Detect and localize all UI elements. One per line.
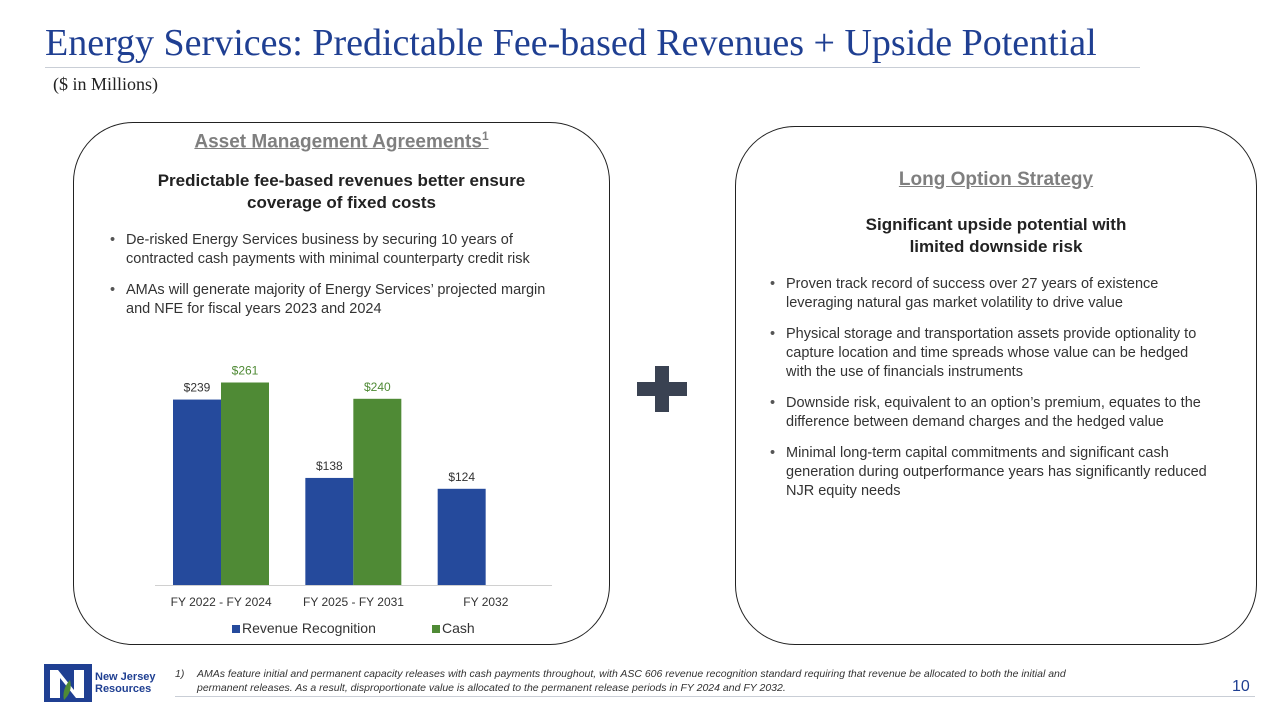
- footnote-text: AMAs feature initial and permanent capac…: [197, 668, 1066, 694]
- data-label: $261: [232, 364, 259, 378]
- x-tick-label: FY 2032: [463, 595, 508, 609]
- footnote-number: 1): [175, 668, 185, 680]
- legend-swatch: [232, 625, 240, 633]
- data-label: $124: [448, 470, 475, 484]
- long-option-subheading: Significant upside potential with limite…: [736, 214, 1256, 258]
- legend-label: Revenue Recognition: [242, 620, 376, 636]
- bar-revenue-recognition: [305, 477, 354, 585]
- bullet-item: Physical storage and transportation asse…: [768, 325, 1208, 382]
- legend-swatch: [432, 625, 440, 633]
- x-tick-label: FY 2022 - FY 2024: [171, 595, 272, 609]
- footnote: 1) AMAs feature initial and permanent ca…: [175, 667, 1075, 695]
- plus-icon: [637, 366, 687, 412]
- logo-line2: Resources: [95, 683, 152, 695]
- bar-cash: [221, 382, 269, 585]
- logo-line1: New Jersey: [95, 671, 156, 683]
- page-number: 10: [1232, 678, 1250, 695]
- logo-text: New Jersey Resources: [95, 671, 156, 695]
- long-option-subheading-line2: limited downside risk: [909, 237, 1083, 256]
- long-option-subheading-line1: Significant upside potential with: [865, 215, 1127, 234]
- data-label: $240: [364, 380, 391, 394]
- data-label: $239: [184, 381, 211, 395]
- title-divider: [45, 67, 1140, 68]
- asset-management-subheading-line1: Predictable fee-based revenues better en…: [157, 171, 526, 190]
- bar-revenue-recognition: [437, 488, 486, 585]
- legend-label: Cash: [442, 620, 475, 636]
- bullet-item: Downside risk, equivalent to an option’s…: [768, 394, 1208, 432]
- asset-management-bullets: De-risked Energy Services business by se…: [108, 231, 568, 331]
- long-option-bullets: Proven track record of success over 27 y…: [768, 275, 1208, 513]
- units-subtitle: ($ in Millions): [53, 74, 159, 94]
- long-option-heading: Long Option Strategy: [898, 169, 1094, 190]
- bar-chart-svg: $239 $261 FY 2022 - FY 2024 $138 $240 FY 2025…: [155, 364, 552, 636]
- asset-management-subheading: Predictable fee-based revenues better en…: [74, 170, 609, 214]
- bullet-item: Proven track record of success over 27 y…: [768, 275, 1208, 313]
- bar-revenue-recognition: [173, 399, 221, 585]
- data-label: $138: [316, 459, 343, 473]
- page-title: Energy Services: Predictable Fee-based R…: [45, 22, 1097, 64]
- footnote-ref: 1: [481, 129, 489, 143]
- long-option-panel: Long Option Strategy Significant upside …: [735, 126, 1257, 645]
- njr-logo-icon: [44, 664, 92, 702]
- x-tick-label: FY 2025 - FY 2031: [303, 595, 404, 609]
- bar-cash: [353, 398, 402, 585]
- ama-bar-chart: $239 $261 FY 2022 - FY 2024 $138 $240 FY 2025…: [150, 350, 570, 640]
- asset-management-subheading-line2: coverage of fixed costs: [247, 193, 436, 212]
- njr-logo: New Jersey Resources: [44, 664, 194, 702]
- bullet-item: Minimal long-term capital commitments an…: [768, 444, 1208, 501]
- bullet-item: De-risked Energy Services business by se…: [108, 231, 568, 269]
- bullet-item: AMAs will generate majority of Energy Se…: [108, 281, 568, 319]
- asset-management-heading-text: Asset Management Agreements: [194, 131, 482, 153]
- footer-divider: [175, 696, 1255, 697]
- asset-management-heading: Asset Management Agreements1: [74, 129, 609, 153]
